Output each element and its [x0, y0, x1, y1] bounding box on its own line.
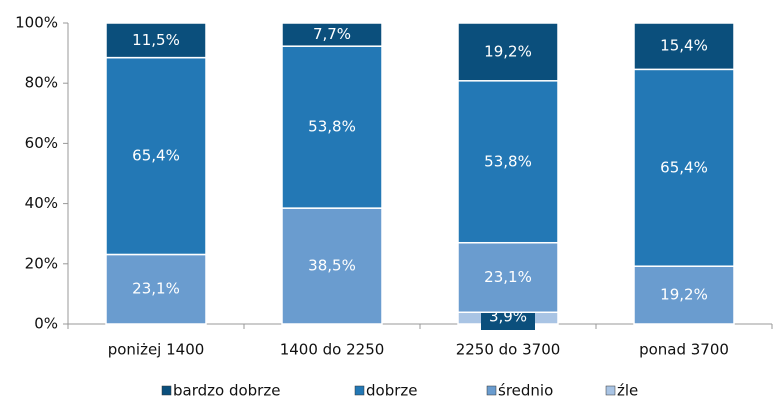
value-label: 23,1%	[484, 268, 532, 286]
bar-segment	[281, 22, 383, 47]
y-tick-label: 0%	[34, 315, 58, 333]
value-label: 23,1%	[132, 280, 180, 298]
value-label: 65,4%	[132, 147, 180, 165]
y-tick-label: 40%	[25, 194, 58, 212]
value-label: 38,5%	[308, 257, 356, 275]
legend-label: źle	[617, 382, 638, 400]
x-tick-label: 2250 do 3700	[456, 341, 561, 359]
bar-segment	[633, 68, 735, 267]
bar-segment	[633, 22, 735, 71]
x-tick-label: poniżej 1400	[108, 341, 205, 359]
bar-segment	[105, 253, 207, 325]
x-tick-label: 1400 do 2250	[280, 341, 385, 359]
legend-marker	[605, 385, 616, 396]
value-label: 15,4%	[660, 37, 708, 55]
bar-segment	[457, 241, 559, 314]
bar-segment	[281, 207, 383, 325]
bar-segment	[457, 80, 559, 244]
value-label: 19,2%	[484, 42, 532, 60]
value-label: 11,5%	[132, 31, 180, 49]
legend-label: średnio	[498, 382, 553, 400]
y-tick-label: 60%	[25, 134, 58, 152]
y-tick-label: 20%	[25, 254, 58, 272]
legend-marker	[161, 385, 172, 396]
y-tick-label: 80%	[25, 74, 58, 92]
y-tick-label: 100%	[15, 14, 58, 32]
legend-label: bardzo dobrze	[173, 382, 280, 400]
value-label: 65,4%	[660, 158, 708, 176]
value-label: 7,7%	[313, 25, 351, 43]
value-label: 53,8%	[484, 152, 532, 170]
bar-segment	[105, 56, 207, 256]
bar-segment	[457, 22, 559, 82]
bar-segment	[281, 45, 383, 209]
x-tick-label: ponad 3700	[639, 341, 729, 359]
value-label: 19,2%	[660, 286, 708, 304]
legend-label: dobrze	[366, 382, 418, 400]
bar-segment	[633, 265, 735, 325]
legend-marker	[354, 385, 365, 396]
legend-marker	[486, 385, 497, 396]
bar-segment	[105, 22, 207, 59]
value-label: 53,8%	[308, 118, 356, 136]
